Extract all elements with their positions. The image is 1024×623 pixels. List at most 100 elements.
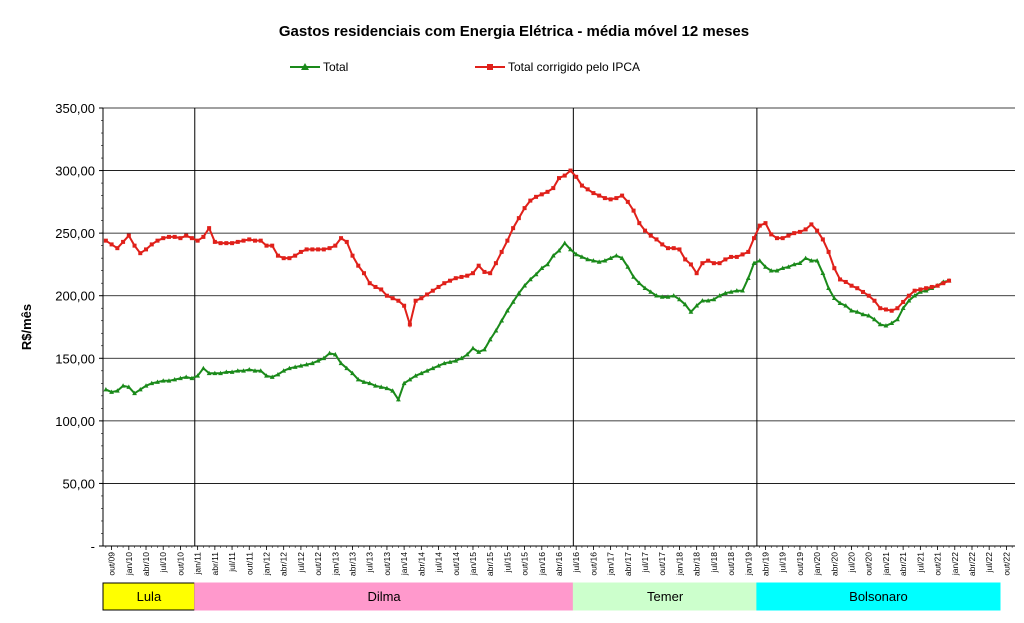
data-point xyxy=(522,206,527,211)
x-tick-label: abr/14 xyxy=(416,552,426,576)
data-point xyxy=(711,261,716,266)
data-point xyxy=(390,388,396,393)
data-point xyxy=(172,234,177,239)
data-point xyxy=(516,290,522,296)
data-point xyxy=(699,298,705,303)
data-point xyxy=(235,368,241,373)
data-point xyxy=(706,258,711,263)
data-point xyxy=(395,396,401,402)
data-point xyxy=(717,293,723,298)
x-tick-label: abr/22 xyxy=(967,552,977,576)
data-point xyxy=(355,376,361,382)
data-point xyxy=(160,378,166,383)
data-point xyxy=(757,223,762,228)
data-point xyxy=(688,262,693,267)
data-point xyxy=(562,240,568,245)
data-point xyxy=(665,294,671,299)
data-point xyxy=(304,247,309,252)
data-point xyxy=(671,293,677,298)
data-point xyxy=(367,380,373,386)
x-tick-label: jan/13 xyxy=(330,552,340,576)
data-point xyxy=(109,389,115,394)
data-point xyxy=(155,379,160,384)
x-tick-label: out/13 xyxy=(382,552,392,576)
data-point xyxy=(734,288,740,293)
data-point xyxy=(534,194,539,199)
data-point xyxy=(338,360,344,366)
chart-title: Gastos residenciais com Energia Elétrica… xyxy=(279,23,749,40)
data-point xyxy=(539,265,545,270)
data-point xyxy=(418,370,424,376)
data-point xyxy=(883,307,888,312)
data-point xyxy=(923,288,929,293)
data-point xyxy=(206,370,212,376)
data-point xyxy=(591,258,596,263)
data-point xyxy=(636,280,642,285)
data-point xyxy=(838,277,843,282)
x-tick-label: jul/13 xyxy=(365,552,375,574)
data-point xyxy=(574,174,579,179)
x-tick-label: jul/22 xyxy=(984,552,994,574)
data-point xyxy=(281,256,286,261)
data-point xyxy=(275,371,281,377)
data-point xyxy=(384,293,389,298)
data-point xyxy=(826,249,831,254)
data-point xyxy=(367,281,372,286)
data-point xyxy=(499,318,505,323)
data-point xyxy=(941,281,946,286)
data-point xyxy=(918,287,923,292)
data-point xyxy=(413,298,418,303)
data-point xyxy=(482,346,487,352)
data-point xyxy=(103,238,108,243)
data-point xyxy=(138,251,143,256)
data-point xyxy=(137,386,143,392)
data-point xyxy=(293,253,298,258)
data-point xyxy=(270,243,275,248)
data-point xyxy=(602,258,608,263)
data-point xyxy=(728,289,734,294)
data-point xyxy=(620,193,625,198)
president-bar: Lula Dilma Temer Bolsonaro xyxy=(102,582,1001,611)
data-point xyxy=(677,296,682,302)
x-tick-label: out/12 xyxy=(313,552,323,576)
data-point xyxy=(843,279,848,284)
data-point xyxy=(694,271,699,276)
data-point xyxy=(247,237,252,242)
data-point xyxy=(350,253,355,258)
data-point xyxy=(292,364,298,369)
data-point xyxy=(826,285,831,291)
data-point xyxy=(166,378,172,383)
data-point xyxy=(327,350,332,356)
data-point xyxy=(356,263,361,268)
x-tick-label: out/14 xyxy=(451,552,461,576)
x-tick-label: out/10 xyxy=(175,552,185,576)
data-point xyxy=(166,234,171,239)
x-tick-label: abr/15 xyxy=(485,552,495,576)
gridlines xyxy=(103,107,1015,484)
data-point xyxy=(321,355,327,361)
data-point xyxy=(722,290,728,296)
data-point xyxy=(281,368,287,373)
data-point xyxy=(361,379,367,384)
x-tick-label: abr/21 xyxy=(898,552,908,576)
data-point xyxy=(109,242,114,247)
data-point xyxy=(654,237,659,242)
data-point xyxy=(723,257,728,262)
data-point xyxy=(889,308,894,313)
data-point xyxy=(246,366,252,372)
data-point xyxy=(120,383,126,388)
data-point xyxy=(556,248,562,253)
x-tick-label: jan/16 xyxy=(537,552,547,576)
data-point xyxy=(774,236,779,241)
x-tick-label: jul/16 xyxy=(571,552,581,574)
data-point xyxy=(115,246,120,251)
x-tick-label: jan/18 xyxy=(674,552,684,576)
data-point xyxy=(815,228,820,233)
data-point xyxy=(493,328,499,333)
data-point xyxy=(144,247,149,252)
data-point xyxy=(889,320,895,326)
x-tick-label: jul/14 xyxy=(434,552,444,574)
data-point xyxy=(275,253,280,258)
data-point xyxy=(436,363,441,368)
data-point xyxy=(924,286,929,291)
